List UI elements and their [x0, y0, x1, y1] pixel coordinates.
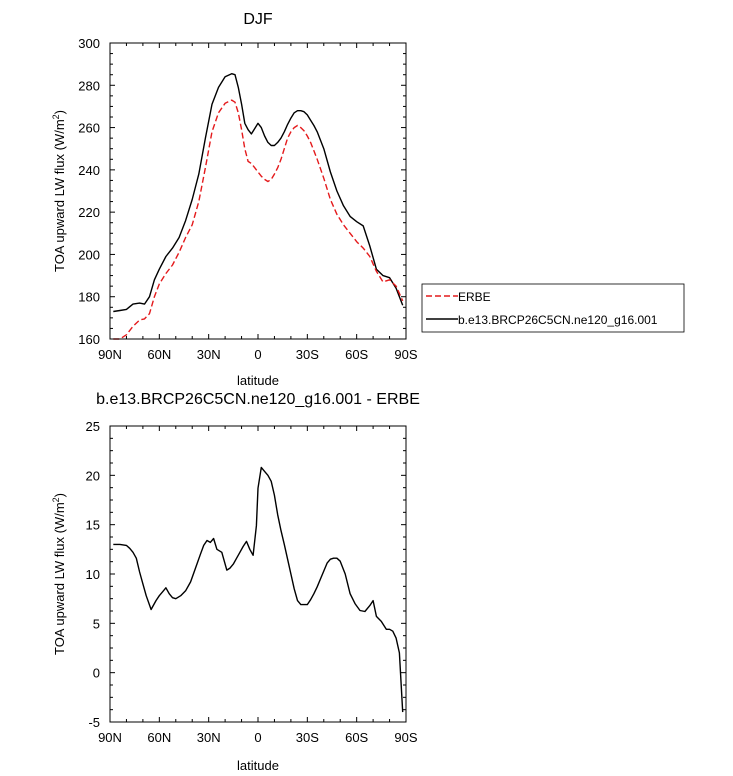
top-chart-title: DJF — [243, 11, 273, 28]
bottom-x-axis-label: latitude — [237, 758, 279, 773]
bottom-chart-title: b.e13.BRCP26C5CN.ne120_g16.001 - ERBE — [96, 391, 420, 408]
top-x-tick-labels: 90N 60N 30N 0 30S 60S 90S — [98, 347, 418, 362]
legend-label-erbe: ERBE — [458, 290, 491, 304]
x-tick-label: 60N — [147, 347, 171, 362]
y-tick-label: 25 — [86, 419, 100, 434]
x-tick-label: 30N — [197, 347, 221, 362]
x-tick-label: 90N — [98, 730, 122, 745]
chart-top: DJF 90N 60N 30N 0 30S 60S 90S 160 180 200 220 240 2… — [51, 11, 685, 388]
y-tick-label: 300 — [78, 36, 100, 51]
y-tick-label: 15 — [86, 518, 100, 533]
series-line-model — [113, 72, 404, 313]
bottom-x-tick-labels: 90N 60N 30N 0 30S 60S 90S — [98, 730, 418, 745]
top-y-label-sup: 2 — [51, 114, 61, 119]
x-tick-label: 30S — [296, 347, 319, 362]
x-tick-label: 60S — [345, 730, 368, 745]
y-tick-label: 10 — [86, 567, 100, 582]
y-tick-label: 0 — [93, 666, 100, 681]
series-line-model — [113, 466, 404, 713]
x-tick-label: 30S — [296, 730, 319, 745]
x-tick-label: 60N — [147, 730, 171, 745]
chart-bottom: b.e13.BRCP26C5CN.ne120_g16.001 - ERBE 90… — [51, 391, 420, 773]
y-tick-label: 200 — [78, 247, 100, 262]
y-tick-label: 280 — [78, 78, 100, 93]
x-tick-label: 0 — [254, 730, 261, 745]
x-tick-label: 90S — [394, 347, 417, 362]
bottom-axis-ticks — [109, 425, 407, 723]
y-tick-label: 220 — [78, 205, 100, 220]
y-tick-label: 20 — [86, 468, 100, 483]
x-tick-label: 60S — [345, 347, 368, 362]
bottom-y-axis-label: TOA upward LW flux (W/m2) — [51, 493, 67, 655]
bottom-y-label-main: TOA upward LW flux (W/m — [52, 502, 67, 655]
top-axis-ticks — [109, 42, 407, 340]
series-line-erbe — [113, 99, 404, 340]
x-tick-label: 90N — [98, 347, 122, 362]
y-tick-label: 160 — [78, 332, 100, 347]
bottom-y-label-sup: 2 — [51, 497, 61, 502]
top-plot-frame — [109, 42, 407, 340]
top-y-label-close: ) — [52, 110, 67, 114]
bottom-series-group — [113, 466, 404, 713]
y-tick-label: 180 — [78, 290, 100, 305]
x-tick-label: 90S — [394, 730, 417, 745]
x-tick-label: 0 — [254, 347, 261, 362]
y-tick-label: 240 — [78, 163, 100, 178]
y-tick-label: 5 — [93, 616, 100, 631]
legend-box — [421, 283, 685, 333]
y-tick-label: -5 — [88, 715, 100, 730]
top-y-label-main: TOA upward LW flux (W/m — [52, 119, 67, 272]
top-series-group — [113, 72, 404, 340]
top-y-axis-label: TOA upward LW flux (W/m2) — [51, 110, 67, 272]
bottom-y-label-close: ) — [52, 493, 67, 497]
top-x-axis-label: latitude — [237, 373, 279, 388]
top-y-tick-labels: 160 180 200 220 240 260 280 300 — [78, 36, 100, 347]
y-tick-label: 260 — [78, 121, 100, 136]
bottom-y-tick-labels: -5 0 5 10 15 20 25 — [86, 419, 100, 730]
bottom-plot-frame — [109, 425, 407, 723]
legend: ERBE b.e13.BRCP26C5CN.ne120_g16.001 — [421, 283, 685, 333]
legend-label-model: b.e13.BRCP26C5CN.ne120_g16.001 — [458, 313, 658, 327]
x-tick-label: 30N — [197, 730, 221, 745]
